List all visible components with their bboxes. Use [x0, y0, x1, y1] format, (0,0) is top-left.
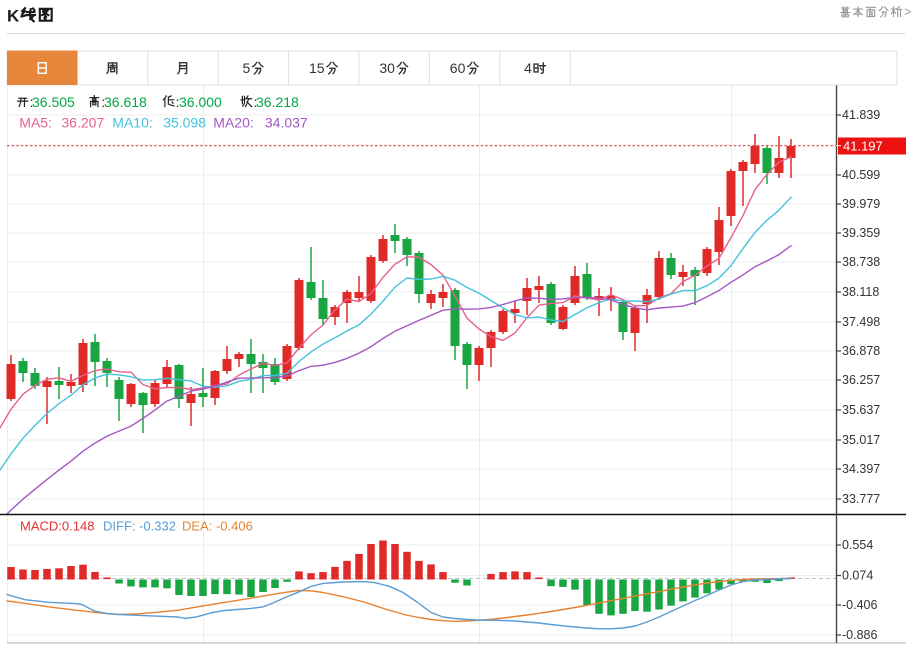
svg-text:39.979: 39.979	[842, 197, 880, 211]
svg-text:K: K	[7, 7, 20, 26]
svg-text:15: 15	[309, 60, 325, 76]
svg-text:36.000: 36.000	[179, 94, 222, 110]
svg-text:34.397: 34.397	[842, 462, 880, 476]
svg-text:0.074: 0.074	[842, 569, 873, 583]
svg-text::: :	[254, 94, 258, 110]
svg-text::: :	[176, 94, 180, 110]
svg-text::: :	[101, 94, 105, 110]
svg-text:35.017: 35.017	[842, 433, 880, 447]
svg-text:38.118: 38.118	[842, 285, 879, 299]
svg-text:41.839: 41.839	[842, 108, 880, 122]
svg-text:36.505: 36.505	[32, 94, 75, 110]
svg-text:>: >	[904, 5, 911, 19]
svg-text:36.257: 36.257	[842, 373, 880, 387]
svg-text:36.618: 36.618	[104, 94, 147, 110]
svg-text:-0.406: -0.406	[842, 598, 877, 612]
svg-text:5: 5	[243, 60, 251, 76]
svg-text:MA10:: MA10:	[112, 115, 152, 131]
svg-text:34.037: 34.037	[265, 115, 308, 131]
svg-text:37.498: 37.498	[842, 315, 880, 329]
svg-text:DIFF: -0.332: DIFF: -0.332	[103, 519, 176, 534]
svg-text:36.218: 36.218	[256, 94, 299, 110]
svg-text:36.878: 36.878	[842, 344, 880, 358]
svg-text:33.777: 33.777	[842, 492, 880, 506]
svg-text:35.098: 35.098	[163, 115, 206, 131]
svg-text:35.637: 35.637	[842, 403, 880, 417]
svg-text:0.554: 0.554	[842, 538, 873, 552]
svg-text::: :	[30, 94, 34, 110]
svg-text:60: 60	[450, 60, 466, 76]
svg-text:41.197: 41.197	[843, 139, 883, 154]
svg-text:36.207: 36.207	[61, 115, 104, 131]
svg-text:MA20:: MA20:	[213, 115, 253, 131]
svg-text:MACD:0.148: MACD:0.148	[20, 519, 94, 534]
svg-text:MA5:: MA5:	[19, 115, 52, 131]
svg-text:40.599: 40.599	[842, 168, 880, 182]
svg-text:DEA: -0.406: DEA: -0.406	[182, 519, 253, 534]
svg-text:-0.886: -0.886	[842, 628, 877, 642]
svg-text:4: 4	[524, 60, 532, 76]
svg-text:38.738: 38.738	[842, 255, 880, 269]
svg-text:39.359: 39.359	[842, 226, 880, 240]
svg-text:30: 30	[379, 60, 395, 76]
